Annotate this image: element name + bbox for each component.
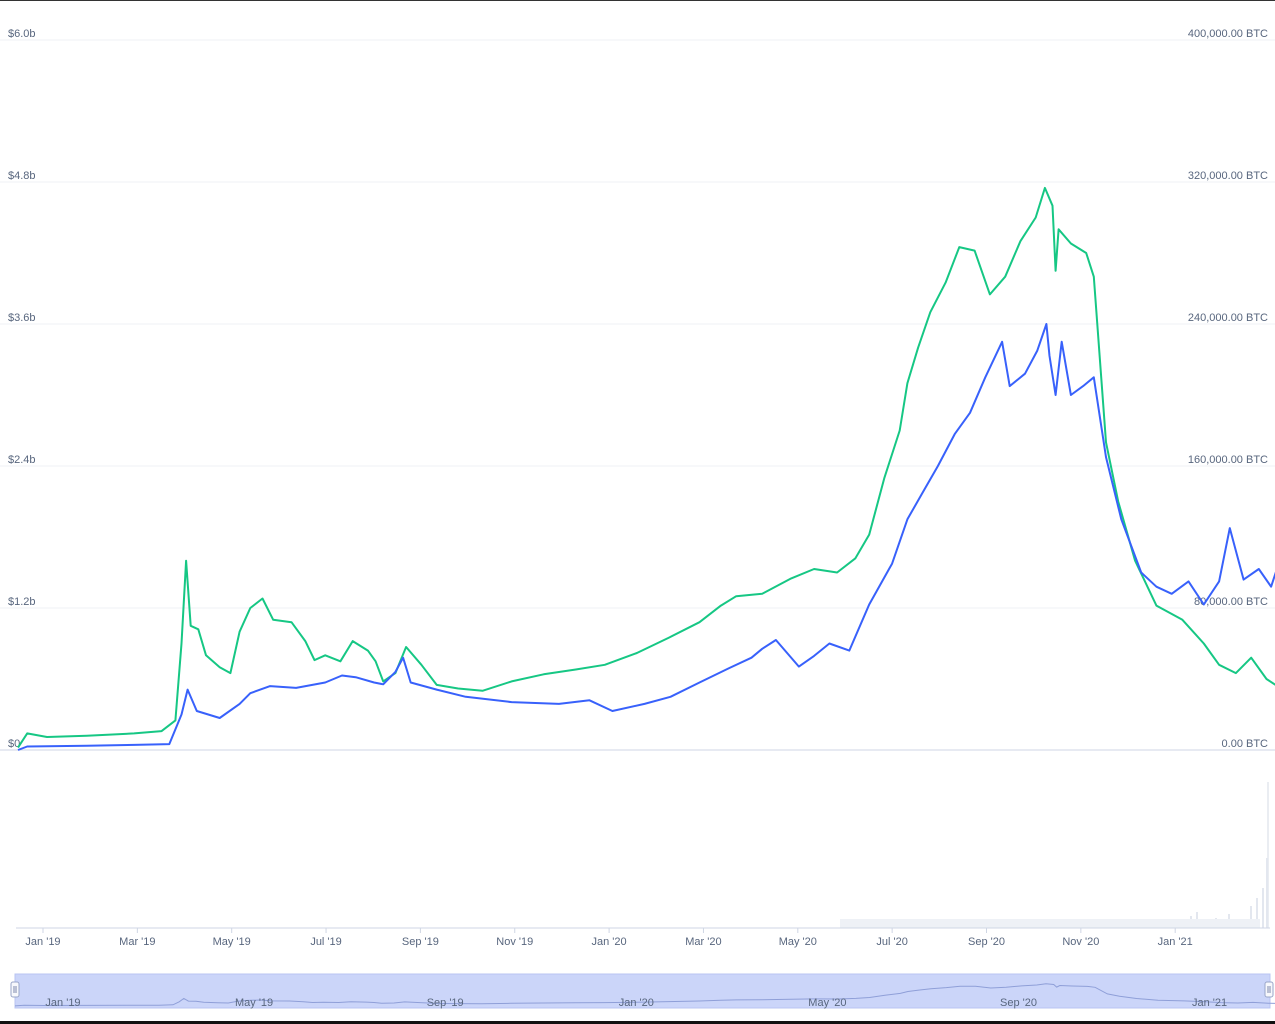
volume-bar <box>1256 898 1258 928</box>
volume-bar <box>1250 906 1252 928</box>
navigator-tick-label: Jan '19 <box>45 997 80 1009</box>
navigator-tick-label: May '19 <box>235 997 273 1009</box>
volume-bars <box>840 782 1269 928</box>
right-tick-label: 320,000.00 BTC <box>1188 170 1268 182</box>
navigator-left-handle[interactable] <box>10 981 20 998</box>
navigator-mini-line <box>14 983 1275 1007</box>
series-lines <box>17 186 1275 751</box>
right-y-axis: 0.00 BTC 80,000.00 BTC 160,000.00 BTC 240,0… <box>1188 28 1268 750</box>
x-tick-label: Nov '19 <box>496 936 533 948</box>
navigator-tick-label: Jan '20 <box>619 997 654 1009</box>
navigator-tick-label: Jan '21 <box>1192 997 1227 1009</box>
left-tick-label: $6.0b <box>8 28 36 40</box>
volume-bar <box>1262 888 1264 928</box>
top-border <box>0 0 1275 1</box>
x-tick-label: Jul '19 <box>310 936 341 948</box>
x-tick-label: Nov '20 <box>1062 936 1099 948</box>
left-tick-label: $0 <box>8 738 20 750</box>
navigator-right-handle[interactable] <box>1264 981 1274 998</box>
left-tick-label: $2.4b <box>8 454 36 466</box>
x-tick-label: Jul '20 <box>876 936 907 948</box>
x-tick-label: May '19 <box>213 936 251 948</box>
navigator-tick-label: Sep '20 <box>1000 997 1037 1009</box>
series-line-2 <box>17 323 1275 751</box>
x-tick-label: Jan '19 <box>25 936 60 948</box>
volume-band <box>840 919 1260 928</box>
right-tick-label: 80,000.00 BTC <box>1194 596 1268 608</box>
navigator-tick-label: Sep '19 <box>427 997 464 1009</box>
right-tick-label: 240,000.00 BTC <box>1188 312 1268 324</box>
x-tick-label: Sep '19 <box>402 936 439 948</box>
left-tick-label: $3.6b <box>8 312 36 324</box>
grid-lines <box>0 39 1275 751</box>
x-tick-label: Jan '21 <box>1158 936 1193 948</box>
x-tick-label: Mar '19 <box>119 936 155 948</box>
left-tick-label: $1.2b <box>8 596 36 608</box>
navigator-tick-label: May '20 <box>808 997 846 1009</box>
right-tick-label: 0.00 BTC <box>1222 738 1269 750</box>
x-axis: Jan '19 Mar '19 May '19 Jul '19 Sep '19 Nov '… <box>16 927 1270 948</box>
left-y-axis: $0 $1.2b $2.4b $3.6b $4.8b $6.0b <box>8 28 36 750</box>
range-navigator[interactable]: Jan '19 May '19 Sep '19 Jan '20 May '20 Sep '… <box>10 973 1275 1009</box>
x-tick-label: Jan '20 <box>592 936 627 948</box>
volume-bar <box>1266 858 1268 928</box>
bottom-border <box>0 1021 1275 1024</box>
series-line-1 <box>17 186 1275 749</box>
x-tick-label: Sep '20 <box>968 936 1005 948</box>
x-tick-label: May '20 <box>779 936 817 948</box>
right-tick-label: 400,000.00 BTC <box>1188 28 1268 40</box>
x-tick-label: Mar '20 <box>685 936 721 948</box>
left-tick-label: $4.8b <box>8 170 36 182</box>
right-tick-label: 160,000.00 BTC <box>1188 454 1268 466</box>
